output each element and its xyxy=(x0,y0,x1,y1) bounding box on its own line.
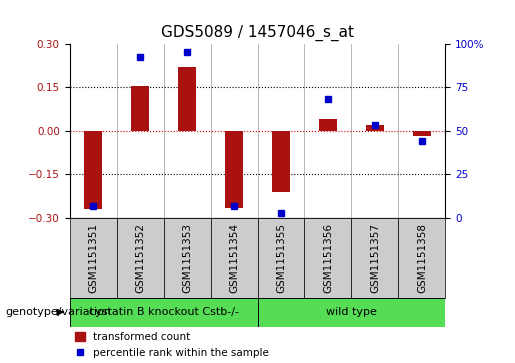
Bar xyxy=(178,67,196,131)
Text: wild type: wild type xyxy=(326,307,377,317)
Bar xyxy=(225,131,244,208)
Legend: transformed count, percentile rank within the sample: transformed count, percentile rank withi… xyxy=(75,332,269,358)
Bar xyxy=(352,218,399,298)
Title: GDS5089 / 1457046_s_at: GDS5089 / 1457046_s_at xyxy=(161,25,354,41)
Bar xyxy=(366,125,384,131)
Text: GSM1151356: GSM1151356 xyxy=(323,223,333,293)
Bar xyxy=(116,218,164,298)
Text: GSM1151357: GSM1151357 xyxy=(370,223,380,293)
Bar xyxy=(70,218,116,298)
Bar xyxy=(70,298,258,327)
Text: cystatin B knockout Cstb-/-: cystatin B knockout Cstb-/- xyxy=(89,307,238,317)
Text: GSM1151354: GSM1151354 xyxy=(229,223,239,293)
Bar xyxy=(413,131,432,136)
Bar xyxy=(83,131,102,209)
Bar xyxy=(258,298,445,327)
Bar xyxy=(399,218,445,298)
Bar xyxy=(319,119,337,131)
Text: GSM1151353: GSM1151353 xyxy=(182,223,192,293)
Text: GSM1151351: GSM1151351 xyxy=(88,223,98,293)
Bar xyxy=(258,218,304,298)
Text: genotype/variation: genotype/variation xyxy=(5,307,111,317)
Bar xyxy=(271,131,290,192)
Text: GSM1151352: GSM1151352 xyxy=(135,223,145,293)
Bar xyxy=(211,218,258,298)
Bar xyxy=(131,86,149,131)
Text: GSM1151355: GSM1151355 xyxy=(276,223,286,293)
Text: GSM1151358: GSM1151358 xyxy=(417,223,427,293)
Bar xyxy=(304,218,352,298)
Bar xyxy=(164,218,211,298)
